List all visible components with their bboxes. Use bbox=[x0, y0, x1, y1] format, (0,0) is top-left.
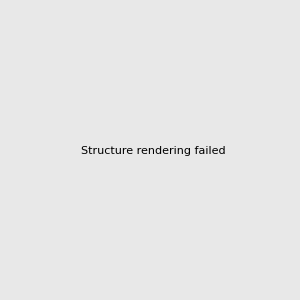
Text: Structure rendering failed: Structure rendering failed bbox=[81, 146, 226, 157]
